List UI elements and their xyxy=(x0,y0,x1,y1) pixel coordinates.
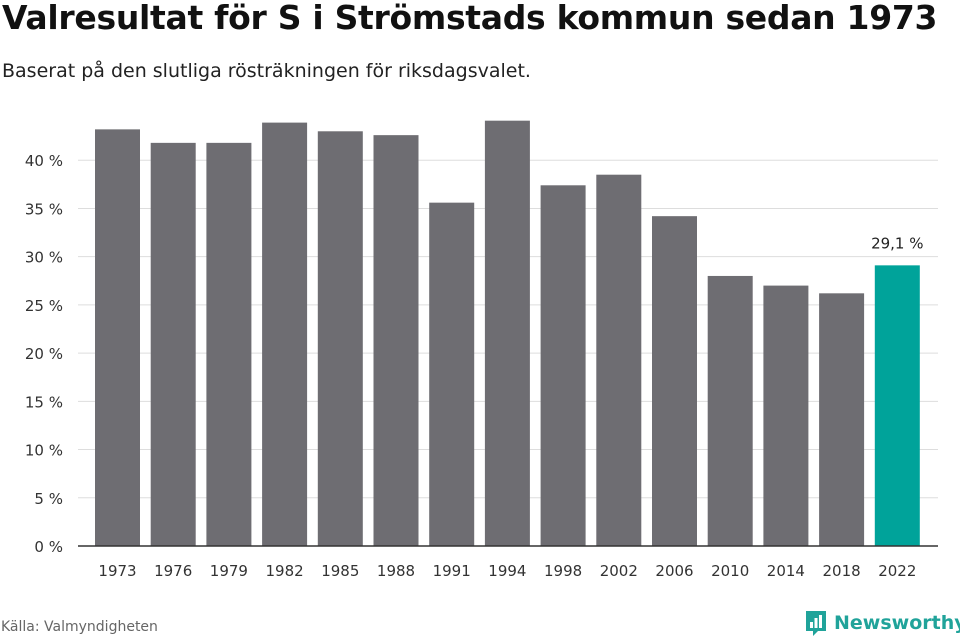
y-tick-label: 30 % xyxy=(25,249,63,267)
y-tick-label: 25 % xyxy=(25,297,63,315)
data-labels: 29,1 % xyxy=(871,234,923,252)
bar-1982 xyxy=(262,122,308,546)
x-tick-label: 1994 xyxy=(488,562,526,580)
brand-name: Newsworthy xyxy=(834,612,960,634)
x-tick-label: 1991 xyxy=(433,562,471,580)
y-tick-label: 35 % xyxy=(25,200,63,218)
brand-logo: Newsworthy xyxy=(804,608,960,638)
bar-1976 xyxy=(150,142,196,546)
x-tick-label: 1985 xyxy=(321,562,359,580)
x-tick-label: 2010 xyxy=(711,562,749,580)
bar-1998 xyxy=(540,185,586,546)
bar-2002 xyxy=(596,174,642,546)
x-tick-label: 1982 xyxy=(266,562,304,580)
x-tick-label: 1979 xyxy=(210,562,248,580)
newsworthy-logo-icon xyxy=(806,610,826,636)
bar-1994 xyxy=(484,120,530,547)
y-tick-label: 5 % xyxy=(34,490,63,508)
bar-1973 xyxy=(95,129,140,547)
x-tick-label: 1976 xyxy=(154,562,192,580)
y-tick-label: 20 % xyxy=(25,345,63,363)
data-label: 29,1 % xyxy=(871,234,923,252)
x-tick-label: 2014 xyxy=(767,562,805,580)
y-tick-label: 0 % xyxy=(34,538,63,556)
x-tick-label: 2022 xyxy=(878,562,916,580)
bar-1988 xyxy=(373,135,419,546)
bar-1985 xyxy=(317,131,363,547)
chart-subtitle: Baserat på den slutliga rösträkningen fö… xyxy=(2,60,531,82)
chart-title: Valresultat för S i Strömstads kommun se… xyxy=(2,0,938,37)
x-tick-label: 2002 xyxy=(600,562,638,580)
y-tick-label: 10 % xyxy=(25,442,63,460)
y-axis-ticks: 0 % 5 % 10 % 15 % 20 % 25 % 30 % 35 % 40 % xyxy=(25,152,63,556)
bar-chart: 29,1 % 0 % 5 % 10 % 15 % 20 % 25 % 30 % 35 % 40 … xyxy=(25,120,938,580)
bar-1979 xyxy=(206,142,252,546)
source-note: Källa: Valmyndigheten xyxy=(1,619,158,635)
bars xyxy=(95,120,920,547)
bar-2018 xyxy=(819,293,865,546)
bar-2014 xyxy=(763,285,809,546)
x-axis-ticks: 1973 1976 1979 1982 1985 1988 1991 1994 1998 2002… xyxy=(98,562,916,580)
bar-2022 xyxy=(874,265,920,546)
x-tick-label: 1988 xyxy=(377,562,415,580)
bar-2010 xyxy=(707,275,753,546)
y-tick-label: 15 % xyxy=(25,393,63,411)
x-tick-label: 2006 xyxy=(655,562,693,580)
x-tick-label: 2018 xyxy=(823,562,861,580)
y-tick-label: 40 % xyxy=(25,152,63,170)
bar-1991 xyxy=(429,202,475,546)
bar-2006 xyxy=(652,216,697,546)
x-tick-label: 1998 xyxy=(544,562,582,580)
x-tick-label: 1973 xyxy=(98,562,136,580)
